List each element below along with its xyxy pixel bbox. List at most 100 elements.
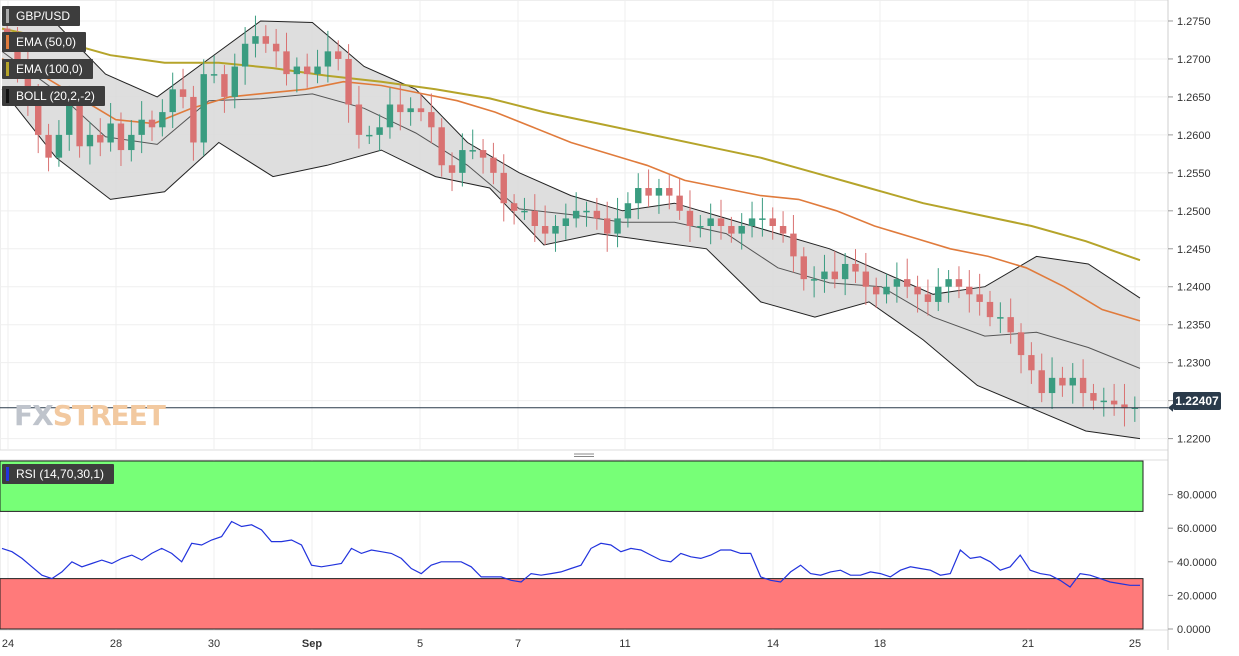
candle-body [45,134,52,158]
rsi-y-tick-label: 40.0000 [1177,557,1217,569]
candle-body [604,218,611,234]
candle-body [614,218,621,234]
candle-body [138,119,145,135]
candle-body [459,150,466,173]
candle-body [831,271,839,280]
candle-body [438,127,445,166]
candle-body [862,271,870,287]
candle-body [355,104,363,135]
candle-body [717,218,725,226]
candle-body [469,150,476,152]
rsi-overbought-zone [0,460,1144,512]
candle-body [914,286,921,295]
candle-body [272,43,280,52]
candle-body [686,210,694,226]
candle-body [562,218,570,226]
candle-body [76,104,83,147]
candle-body [428,112,435,128]
candle-body [924,294,932,302]
bollinger-band-fill [2,13,1140,439]
candle-body [221,74,228,97]
candle-body [283,51,290,75]
candle-body [1090,393,1097,401]
y-tick-label: 1.2750 [1177,16,1211,28]
candle-body [810,279,818,281]
candle-body [324,51,332,67]
candle-body [262,36,270,44]
candle-body [645,188,652,196]
candle-body [407,108,414,113]
candle-body [1038,370,1045,394]
rsi-label[interactable]: RSI (14,70,30,1) [2,464,115,484]
candle-body [1121,404,1128,409]
x-tick-label: 24 [2,638,14,650]
candle-body [790,233,797,257]
candle-body [1110,400,1118,405]
y-tick-label: 1.2650 [1177,92,1211,104]
candle-body [852,263,859,272]
ema50-label[interactable]: EMA (50,0) [2,32,87,52]
candle-body [997,317,1004,319]
candle-body [531,210,538,226]
candle-body [738,226,745,234]
candle-body [479,150,487,158]
ema100-label[interactable]: EMA (100,0) [2,59,93,79]
candle-body [448,165,456,173]
candle-body [1069,377,1076,386]
current-price-tag: 1.22407 [1173,392,1221,410]
candle-body [1048,377,1056,394]
candle-body [148,119,156,128]
rsi-y-tick-label: 0.0000 [1177,624,1211,636]
x-tick-label: 28 [110,638,122,650]
candle-body [97,134,104,143]
candle-body [521,210,528,213]
candle-body [86,134,94,147]
rsi-y-tick-label: 60.0000 [1177,523,1217,535]
y-tick-label: 1.2500 [1177,206,1211,218]
candle-body [417,108,425,113]
candle-body [66,104,73,135]
candle-body [821,271,828,280]
rsi-y-tick-label: 20.0000 [1177,590,1217,602]
bollinger-upper-line [1,12,1141,299]
candle-body [376,127,383,135]
candle-body [345,58,352,105]
symbol-label[interactable]: GBP/USD [2,6,81,26]
candle-body [593,210,601,219]
y-tick-label: 1.2350 [1177,320,1211,332]
candle-body [397,104,404,113]
candle-body [800,256,807,280]
rsi-y-tick-label: 80.0000 [1177,490,1217,502]
y-tick-label: 1.2300 [1177,358,1211,370]
candle-body [107,123,114,143]
candle-body [676,195,683,211]
candle-body [169,89,176,113]
candle-body [769,218,776,226]
y-tick-label: 1.2550 [1177,168,1211,180]
candle-body [759,218,766,220]
candle-body [252,36,259,44]
candle-body [1028,355,1035,371]
candle-body [976,294,983,302]
candle-body [128,134,135,151]
y-tick-label: 1.2200 [1177,434,1211,446]
candle-body [366,134,373,137]
candle-body [159,112,166,128]
candle-body [655,188,663,196]
candle-body [386,104,394,128]
candle-body [893,279,901,287]
candle-body [117,123,125,151]
candle-body [955,279,963,287]
rsi-line [1,520,1140,588]
candle-body [572,210,580,219]
candle-body [179,89,187,97]
boll-label[interactable]: BOLL (20,2,-2) [2,86,105,106]
candle-body [241,43,249,67]
x-tick-label: 30 [208,638,220,650]
fxstreet-logo: FXSTREET [14,399,166,432]
candle-body [635,188,642,204]
candle-body [335,51,342,59]
candle-body [883,286,890,295]
